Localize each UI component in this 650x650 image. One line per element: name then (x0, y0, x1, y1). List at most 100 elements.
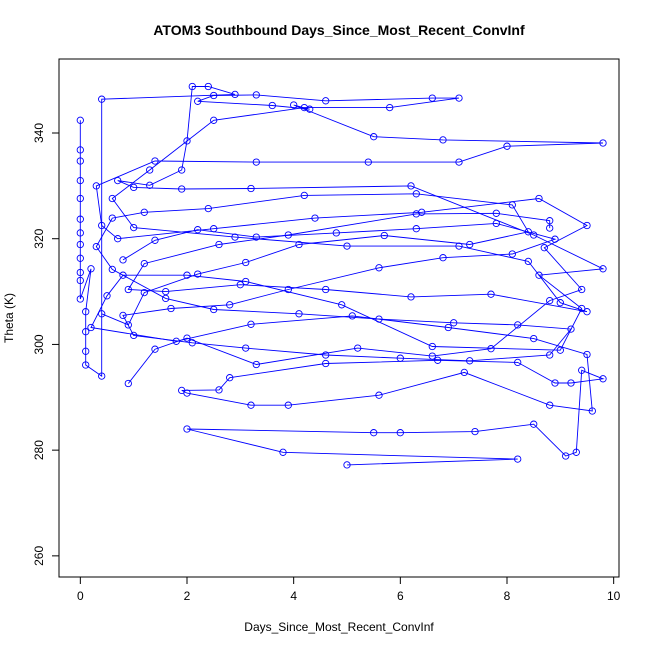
data-point (492, 219, 500, 228)
data-point (114, 235, 122, 243)
data-point (508, 201, 516, 209)
data-point (108, 214, 116, 222)
data-point (194, 270, 202, 278)
y-tick-label: 280 (32, 440, 46, 460)
data-point (375, 315, 383, 323)
x-axis-label: Days_Since_Most_Recent_ConvInf (244, 620, 434, 634)
data-point (119, 271, 127, 279)
data-point (487, 290, 495, 298)
y-tick-label: 260 (32, 546, 46, 566)
data-point (546, 224, 554, 232)
data-point (210, 305, 218, 314)
plot-area (76, 82, 607, 469)
data-point (567, 379, 575, 387)
x-tick-label: 0 (77, 589, 84, 603)
data-point (76, 194, 84, 203)
y-tick-label: 320 (32, 228, 46, 248)
data-point (76, 157, 84, 165)
data-point (76, 268, 84, 277)
x-tick-label: 10 (607, 589, 621, 603)
x-tick-label: 2 (184, 589, 191, 603)
series-line (79, 86, 605, 466)
data-point (412, 190, 420, 198)
data-point (300, 103, 308, 112)
data-point (76, 176, 84, 185)
data-point (76, 276, 84, 285)
data-point (567, 325, 575, 333)
data-point (407, 182, 415, 190)
data-point (530, 231, 538, 239)
y-axis-label: Theta (K) (2, 293, 16, 343)
data-point (492, 209, 500, 217)
data-point (455, 242, 463, 250)
data-point (151, 157, 159, 165)
data-point (578, 366, 586, 374)
data-point (98, 372, 106, 380)
data-point (146, 166, 154, 174)
data-point (242, 258, 250, 267)
data-point (444, 323, 452, 332)
data-point (530, 420, 538, 428)
data-point (103, 292, 111, 300)
data-point (124, 379, 132, 388)
data-point (487, 345, 495, 353)
data-point (418, 208, 426, 216)
data-point (524, 228, 532, 236)
data-point (76, 229, 84, 237)
data-point (322, 351, 330, 359)
data-point (76, 116, 84, 124)
data-point (588, 407, 596, 415)
data-point (236, 281, 244, 289)
data-point (92, 182, 100, 190)
data-point (82, 347, 90, 355)
data-point (146, 181, 154, 189)
data-point (380, 231, 388, 240)
data-point (252, 91, 260, 99)
data-point (167, 304, 175, 313)
data-point (343, 242, 351, 250)
data-point (556, 299, 564, 307)
data-point (551, 235, 559, 243)
data-point (471, 427, 479, 436)
data-point (215, 386, 223, 394)
data-point (599, 139, 607, 147)
data-point (386, 103, 394, 112)
y-axis: 260 280 300 320 340 (32, 123, 60, 566)
data-point (428, 94, 436, 102)
data-point (535, 271, 543, 279)
data-point (188, 339, 196, 347)
series-line (95, 94, 604, 384)
data-point (114, 176, 122, 185)
data-point (407, 293, 415, 301)
data-point (540, 244, 548, 252)
data-point (194, 97, 202, 105)
data-point (311, 214, 319, 222)
data-point (279, 448, 287, 456)
data-point (530, 334, 538, 343)
data-point (412, 210, 420, 218)
data-point (108, 194, 116, 203)
data-point (76, 295, 84, 303)
data-point (87, 323, 95, 332)
data-point (188, 82, 196, 91)
data-point (130, 331, 138, 340)
data-point (412, 225, 420, 233)
data-point (76, 146, 84, 154)
data-point (514, 321, 522, 329)
data-point (300, 191, 308, 200)
data-point (290, 101, 298, 109)
data-point (130, 223, 138, 232)
data-point (119, 311, 127, 320)
data-point (124, 285, 132, 294)
data-point (514, 455, 522, 463)
data-point (98, 310, 106, 318)
data-point (338, 301, 346, 309)
data-point (562, 452, 570, 460)
data-point (546, 296, 554, 305)
data-point (583, 308, 591, 316)
data-point (583, 221, 591, 230)
data-point (215, 240, 223, 249)
data-point (556, 346, 564, 354)
data-point (162, 294, 170, 303)
